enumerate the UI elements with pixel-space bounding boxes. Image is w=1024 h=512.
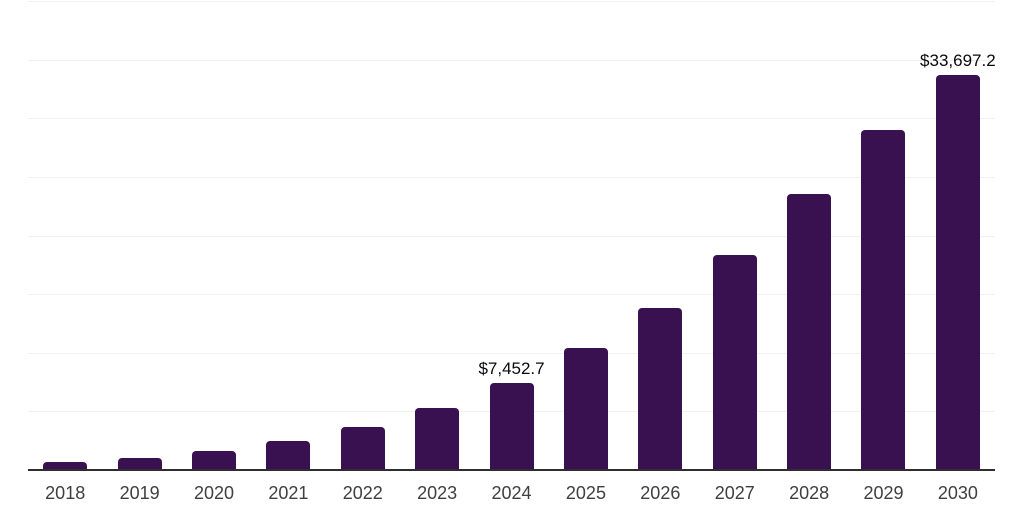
bar [191,451,236,470]
bar [563,348,608,470]
gridline [28,294,995,296]
gridline [28,1,995,2]
bar [117,458,162,470]
gridline [28,118,995,120]
x-tick-label: 2030 [937,483,978,503]
gridline [28,352,995,354]
bar [340,426,385,470]
bars-container: $7,452.7 $33,697.2 [28,1,996,470]
bar-slot [772,1,846,470]
bar-data-label: $33,697.2 [920,50,996,70]
gridline [28,235,995,237]
x-tick-label: 2023 [417,483,458,503]
bar [787,194,832,470]
bar-slot: $33,697.2 [920,1,996,470]
bar-slot [698,1,772,470]
x-tick-label: 2022 [342,483,383,503]
bar-slot [846,1,920,470]
bar [43,461,88,470]
bar-data-label: $7,452.7 [478,358,545,378]
x-tick-label: 2025 [565,483,606,503]
x-axis-labels: 2018 2019 2020 2021 2022 2023 2024 2025 2026 2027… [28,470,995,512]
x-tick-label: 2020 [193,483,234,503]
bar [415,407,460,470]
x-tick-label: 2027 [714,483,755,503]
x-tick-label: 2028 [789,483,830,503]
bar [712,255,757,470]
x-tick-label: 2019 [119,483,160,503]
bar [861,129,906,470]
x-axis-line [28,469,995,471]
bar-slot: $7,452.7 [474,1,548,470]
bar-slot [102,1,176,470]
bar-slot [326,1,400,470]
x-tick-label: 2021 [268,483,309,503]
bar-slot [177,1,251,470]
bar-slot [549,1,623,470]
bar-slot [400,1,474,470]
bar-slot [623,1,697,470]
x-tick-label: 2029 [863,483,904,503]
bar-slot [251,1,325,470]
plot-area: $7,452.7 $33,697.2 [28,1,996,471]
x-tick-label: 2024 [491,483,532,503]
bar [489,382,534,470]
x-tick-label: 2026 [640,483,681,503]
gridline [28,59,995,61]
x-tick-label: 2018 [45,483,86,503]
bar [266,440,311,470]
bar-slot [28,1,102,470]
bar [935,74,980,470]
bar [638,308,683,470]
gridline [28,176,995,178]
